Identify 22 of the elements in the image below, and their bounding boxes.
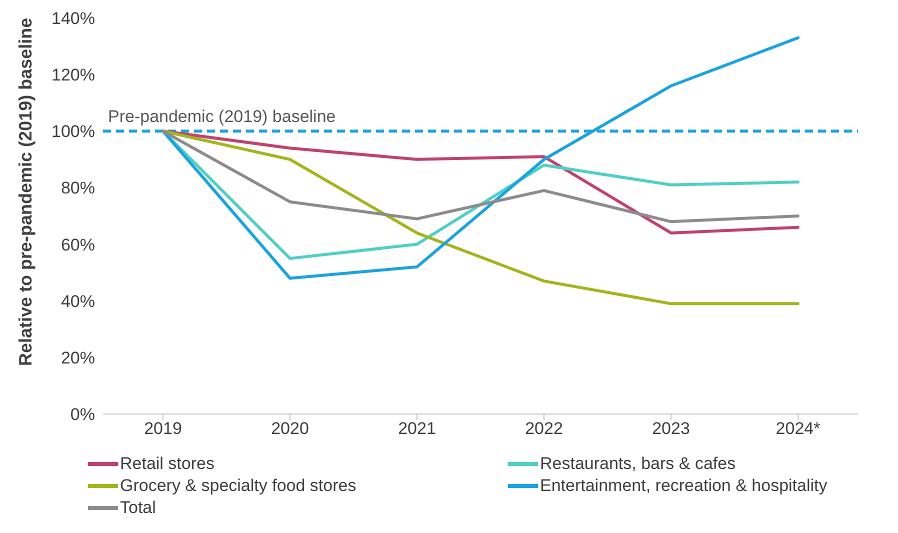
ref-line-label: Pre-pandemic (2019) baseline — [108, 107, 336, 126]
x-tick-label: 2024* — [776, 419, 821, 438]
y-tick-label: 140% — [52, 9, 95, 28]
x-tick-label: 2021 — [398, 419, 436, 438]
legend-label: Total — [120, 498, 156, 518]
legend-label: Entertainment, recreation & hospitality — [540, 476, 828, 496]
x-tick-label: 2022 — [525, 419, 563, 438]
legend-label: Retail stores — [120, 454, 214, 474]
y-tick-label: 20% — [60, 348, 95, 368]
y-tick-label: 40% — [60, 292, 95, 311]
y-tick-label: 80% — [60, 178, 95, 198]
y-tick-label: 100% — [52, 122, 95, 142]
line-series — [162, 130, 800, 306]
legend-label: Grocery & specialty food stores — [120, 476, 356, 496]
y-tick-label: 60% — [60, 235, 95, 254]
y-tick-label: 0% — [70, 405, 95, 424]
x-tick-label: 2019 — [144, 419, 182, 438]
y-tick-label: 120% — [52, 66, 95, 85]
x-tick-label: 2020 — [271, 419, 309, 438]
x-tick-label: 2023 — [652, 419, 690, 438]
legend-label: Restaurants, bars & cafes — [540, 454, 736, 474]
y-axis-title: Relative to pre-pandemic (2019) baseline — [15, 18, 36, 366]
